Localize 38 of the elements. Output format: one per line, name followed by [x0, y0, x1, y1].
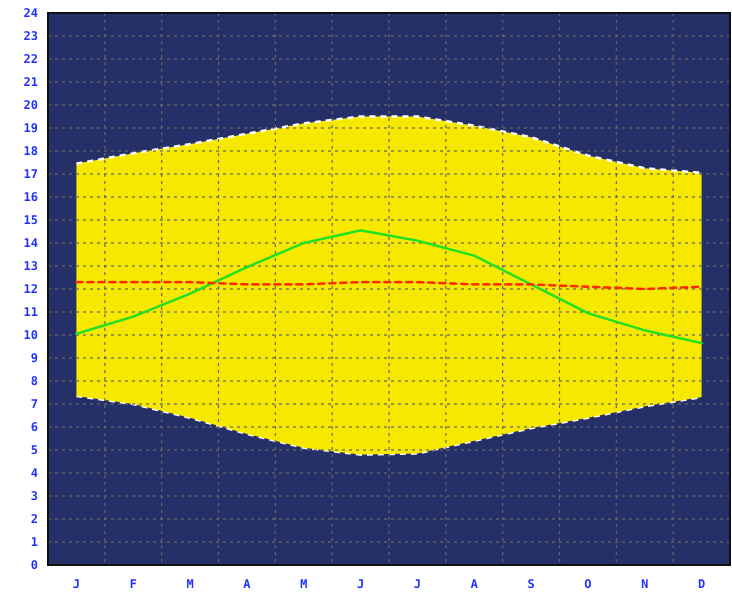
y-tick-label: 9: [30, 351, 38, 366]
y-tick-label: 18: [24, 144, 38, 158]
y-tick-label: 1: [30, 535, 38, 550]
x-tick-label: F: [130, 577, 137, 591]
y-tick-label: 13: [24, 259, 38, 274]
x-tick-label: J: [72, 577, 80, 591]
x-tick-label: N: [641, 577, 648, 591]
x-tick-label: J: [356, 577, 364, 591]
y-tick-label: 11: [24, 305, 38, 320]
x-tick-label: A: [470, 577, 479, 591]
y-tick-label: 22: [24, 52, 38, 66]
y-tick-label: 20: [24, 98, 38, 112]
y-tick-label: 7: [30, 397, 38, 412]
x-tick-label: A: [243, 577, 252, 591]
y-tick-label: 16: [24, 190, 38, 204]
x-tick-label: S: [527, 577, 535, 591]
y-tick-label: 10: [24, 328, 38, 342]
y-tick-label: 15: [24, 213, 38, 228]
x-tick-label: J: [414, 577, 422, 591]
y-tick-label: 0: [30, 558, 38, 572]
y-tick-label: 3: [30, 489, 38, 504]
y-tick-label: 21: [24, 75, 38, 90]
y-tick-label: 5: [30, 443, 38, 458]
y-tick-label: 8: [30, 374, 38, 388]
y-tick-label: 4: [30, 466, 38, 480]
y-tick-label: 6: [30, 420, 38, 434]
y-tick-label: 23: [24, 29, 38, 44]
y-tick-label: 17: [24, 167, 38, 182]
x-tick-label: O: [584, 577, 592, 591]
y-tick-label: 24: [24, 6, 38, 20]
x-tick-label: M: [186, 577, 194, 591]
y-tick-label: 19: [24, 121, 38, 136]
line-series: [75, 229, 703, 344]
x-tick-label: D: [698, 577, 706, 591]
x-tick-label: M: [300, 577, 308, 591]
y-tick-label: 2: [30, 512, 38, 526]
y-tick-label: 14: [24, 236, 38, 250]
y-tick-label: 12: [24, 282, 38, 296]
